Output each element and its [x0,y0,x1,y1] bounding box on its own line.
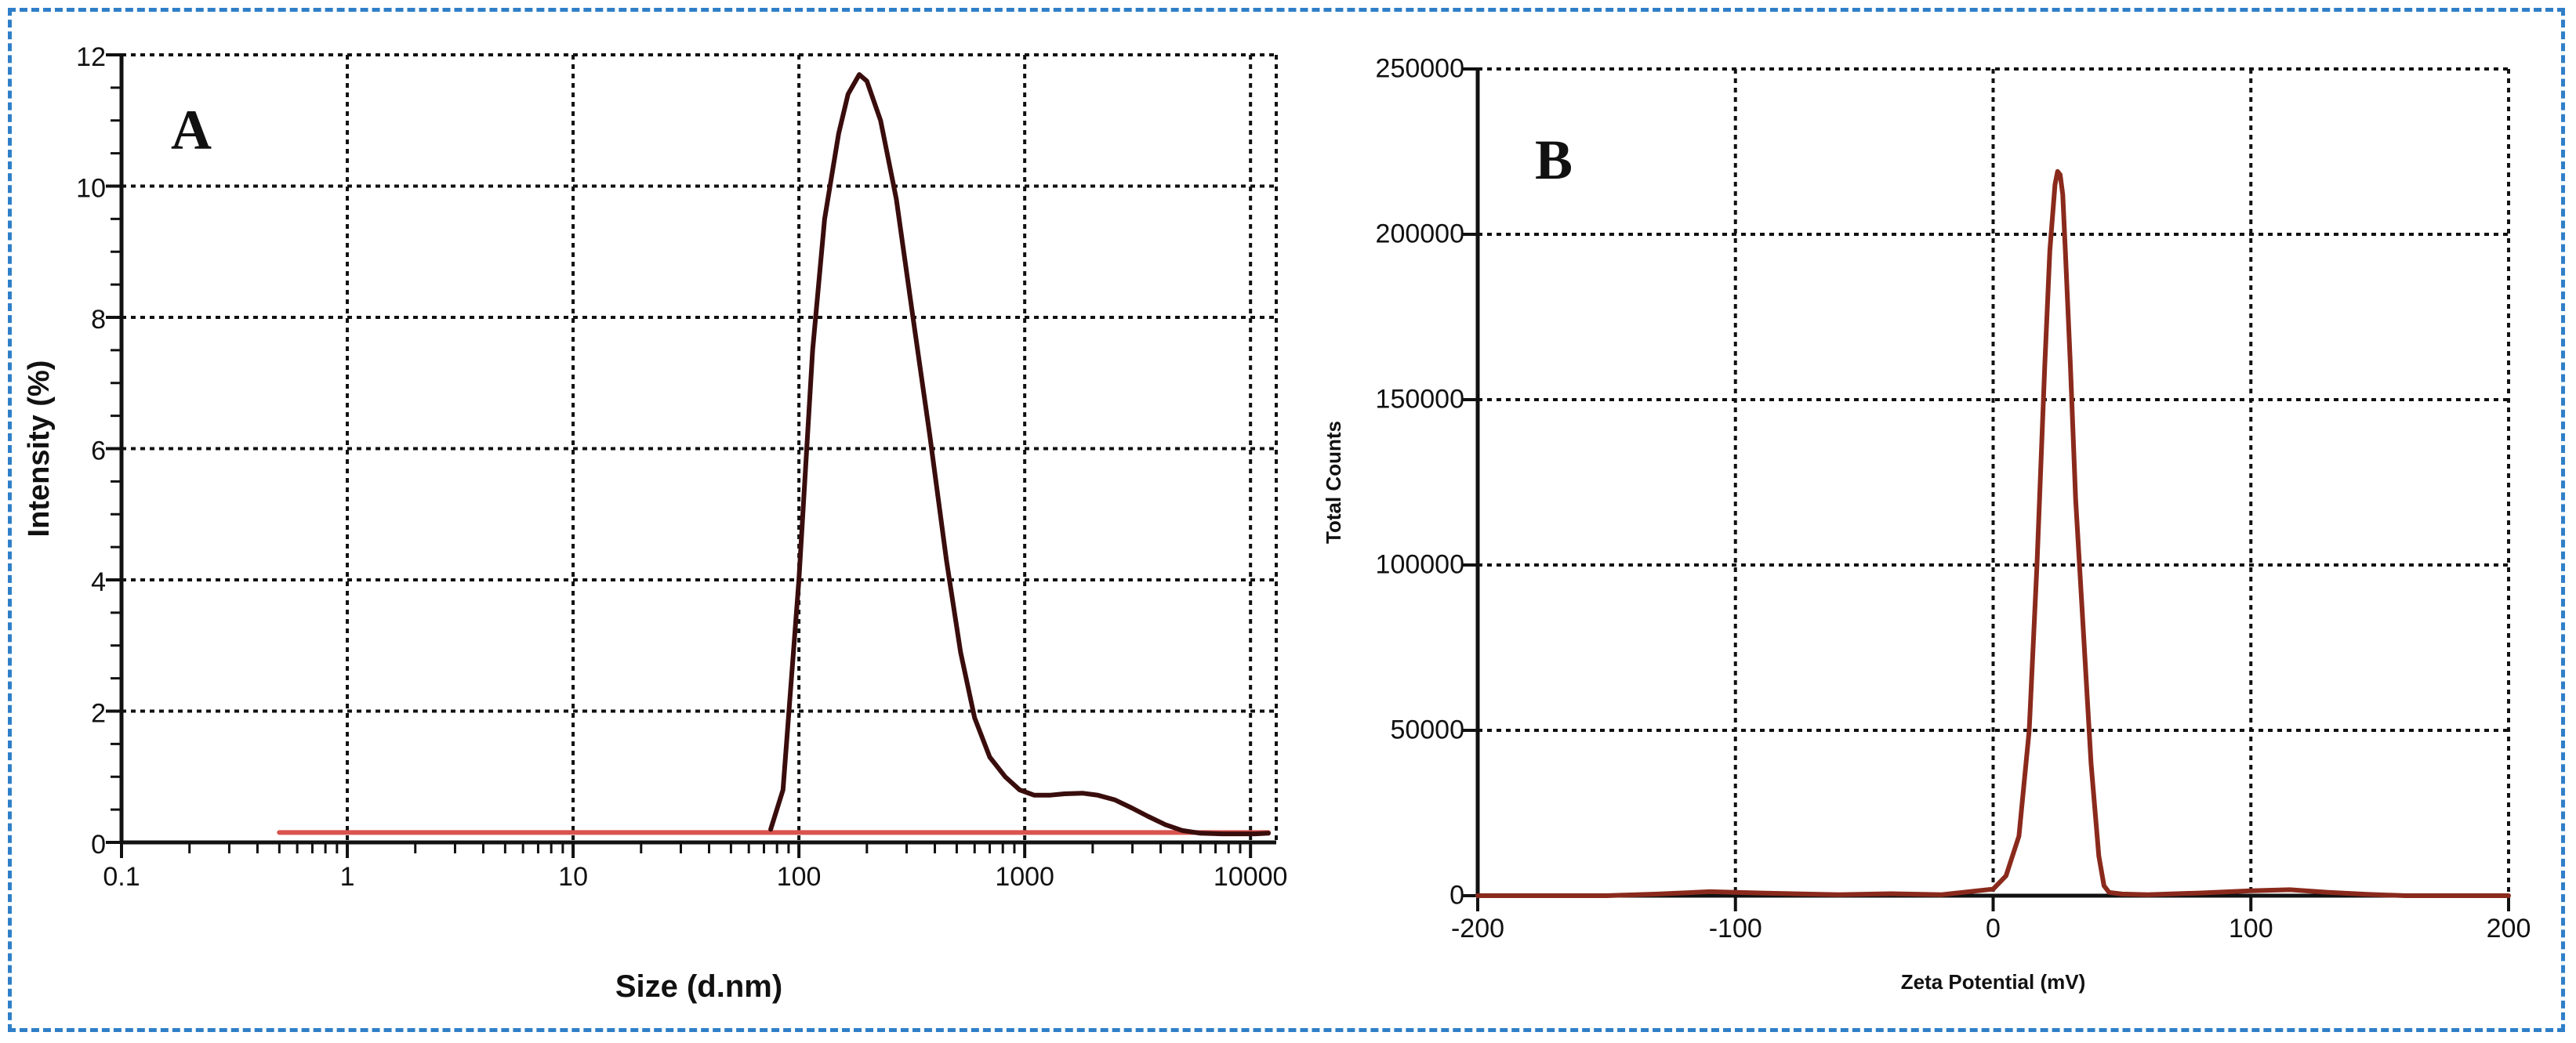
chart-b-x-tick-label: 200 [2487,914,2531,943]
chart-b-x-tick-label: 0 [1986,914,2001,943]
chart-b-y-tick-label: 0 [1449,881,1464,911]
chart-b-y-tick-label: 150000 [1376,385,1464,415]
chart-b-x-tick-label: 100 [2229,914,2273,943]
chart-a-y-axis-label: Intensity (%) [23,360,56,538]
chart-b-x-tick-label: -100 [1709,914,1762,943]
chart-b-y-tick-label: 100000 [1376,550,1464,580]
chart-a-x-tick-label: 0.1 [103,862,140,892]
chart-b-x-tick-label: -200 [1451,914,1504,943]
chart-a-y-tick-label: 0 [91,830,106,860]
chart-a-x-tick-label: 100 [777,862,822,892]
chart-a-y-tick-label: 4 [91,567,106,597]
chart-b-panel-label: B [1535,129,1573,191]
chart-a-y-tick-label: 12 [76,42,106,72]
figure-border [8,8,2565,1032]
chart-b-x-axis-label: Zeta Potential (mV) [1901,970,2085,994]
chart-a-x-tick-label: 10000 [1214,862,1288,892]
chart-a-series-line-1 [768,72,1271,837]
chart-a: 0.1 1 10 100 1000 10000 0 2 4 6 8 10 12 Size (d.nm) In… [23,42,1287,1004]
chart-b-y-tick-label: 50000 [1390,715,1464,745]
chart-a-y-tick-label: 6 [91,436,106,466]
chart-b-y-tick-label: 200000 [1376,219,1464,249]
chart-a-x-tick-label: 10 [558,862,588,892]
chart-a-panel-label: A [171,99,212,161]
chart-a-x-tick-label: 1 [340,862,355,892]
chart-a-x-axis-label: Size (d.nm) [615,969,782,1004]
chart-b-y-tick-label: 250000 [1376,54,1464,84]
chart-a-y-tick-label: 10 [76,174,106,204]
chart-a-y-tick-label: 2 [91,699,106,729]
chart-a-y-tick-label: 8 [91,305,106,335]
chart-b-series-line-0 [1475,168,2511,898]
chart-b: -200 -100 0 100 200 0 50000 100000 150000 200000 2… [1322,54,2531,994]
chart-a-x-tick-label: 1000 [995,862,1054,892]
chart-b-y-axis-label: Total Counts [1322,421,1345,544]
